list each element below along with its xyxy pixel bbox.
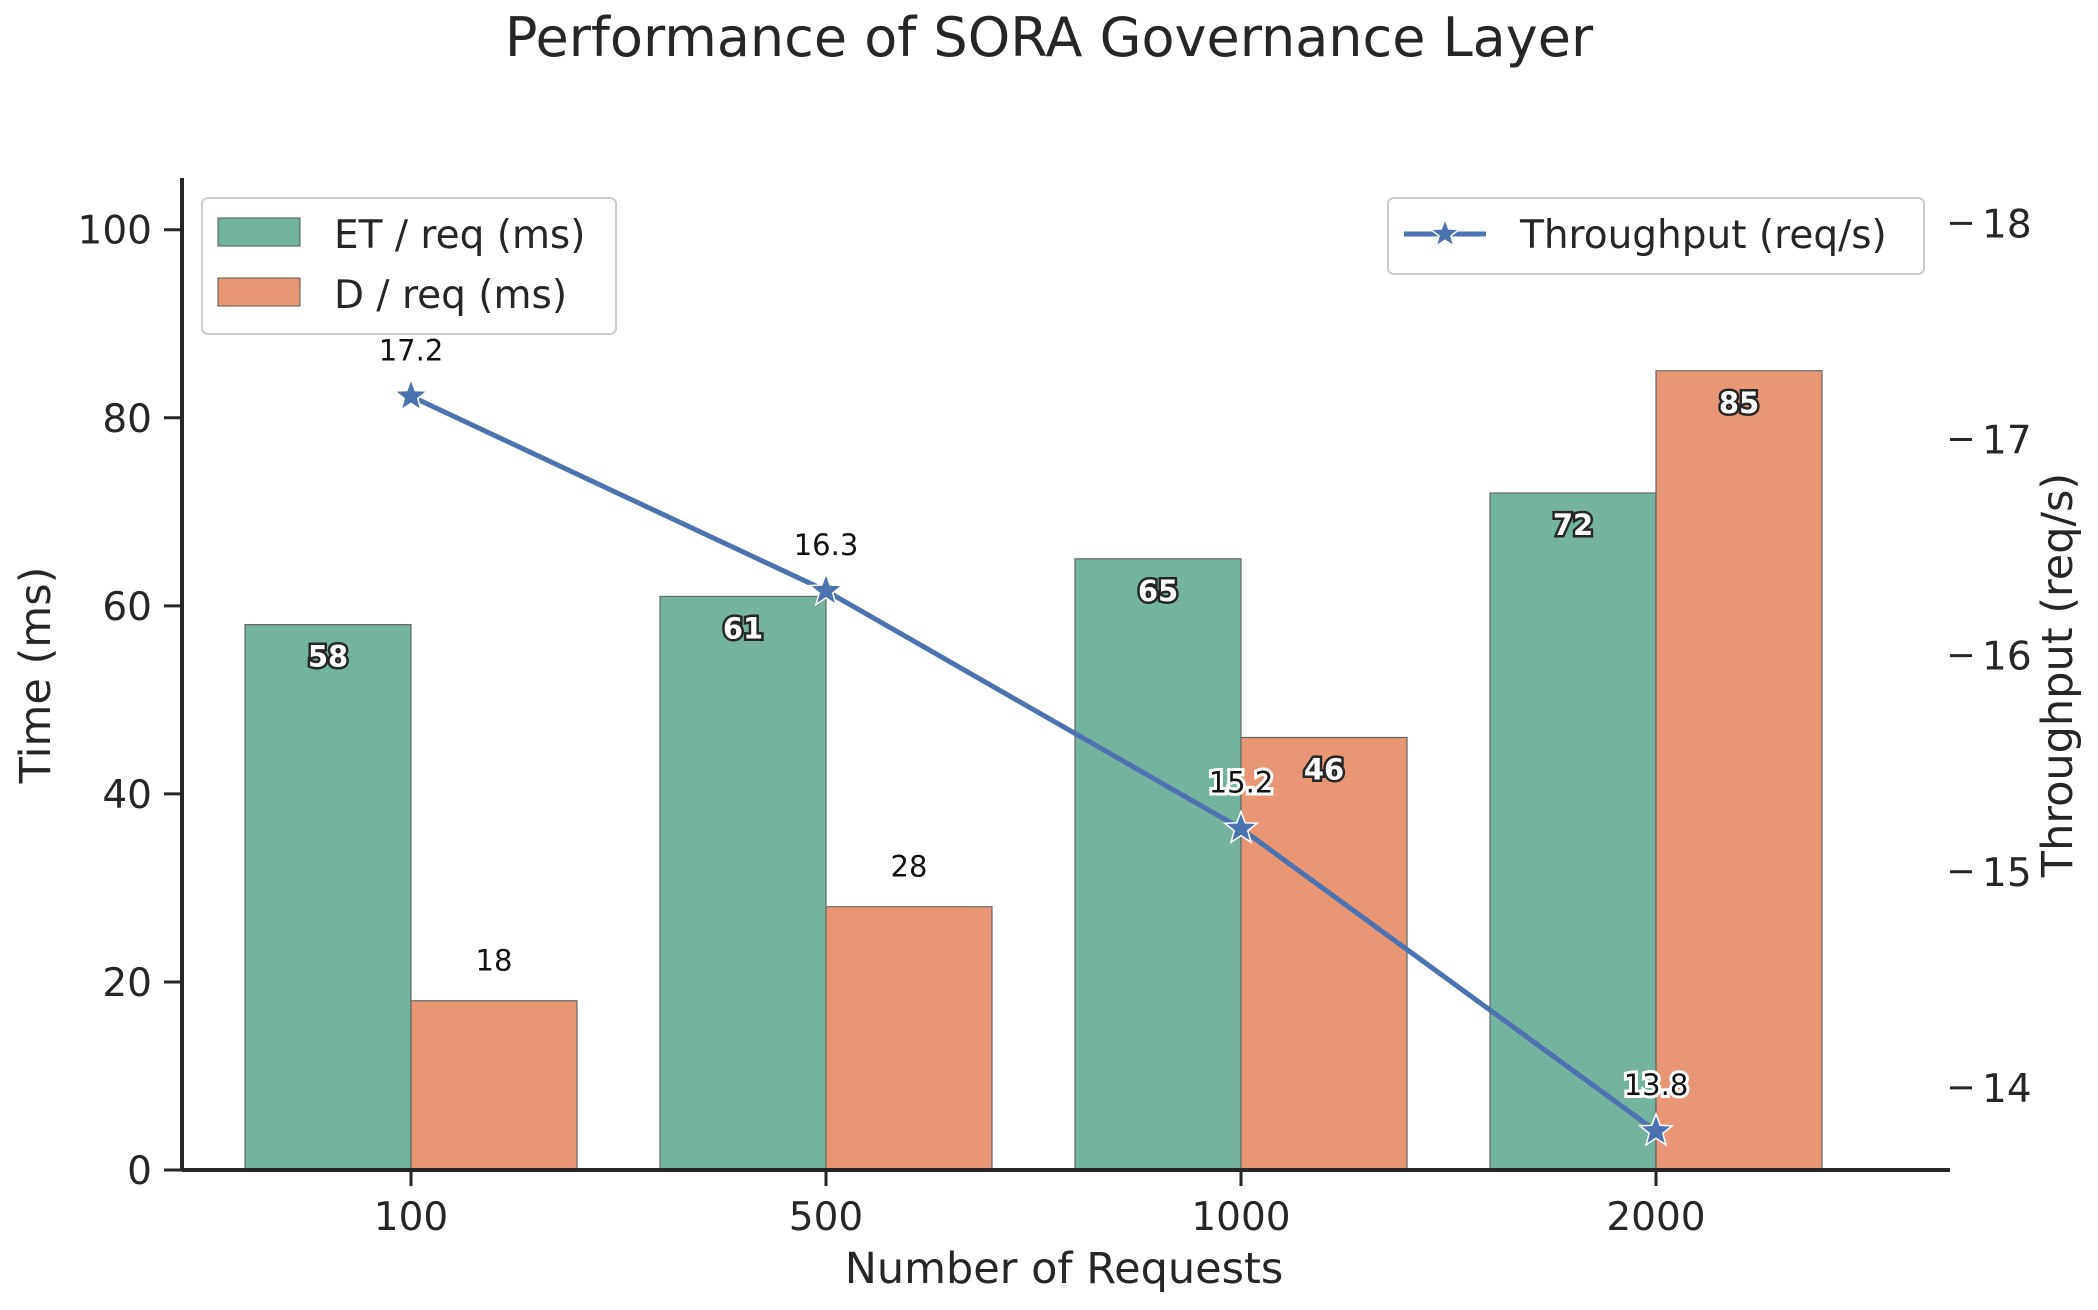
legend-label-d: D / req (ms)	[334, 273, 567, 318]
y2-tick-label-14: 14	[1982, 1067, 2032, 1112]
bar-label-et-500: 61	[723, 611, 763, 645]
bar-d-1000	[1240, 736, 1408, 1171]
bar-label-d-500: 28	[891, 850, 928, 884]
bar-d-500	[825, 906, 993, 1171]
bar-et-100	[244, 624, 412, 1171]
y-tick-label-80: 80	[102, 397, 152, 442]
bar-label-d-1000: 46	[1304, 752, 1344, 786]
throughput-line-layer	[392, 377, 1675, 1147]
bar-label-et-1000: 65	[1138, 574, 1178, 608]
bar-label-et-2000: 72	[1553, 508, 1593, 542]
y-axis-label: Time (ms)	[11, 567, 61, 785]
throughput-point-100	[392, 377, 430, 412]
y2-axis-ticks: 14 15 16 17 18	[1950, 202, 2032, 1112]
throughput-label-100: 17.2	[379, 333, 444, 367]
legend-label-throughput: Throughput (req/s)	[1519, 213, 1887, 258]
legend-star-icon	[1428, 216, 1462, 248]
y-axis-ticks: 0 20 40 60 80 100	[78, 209, 182, 1194]
legend-right-frame	[1387, 197, 1925, 275]
x-axis-label: Number of Requests	[845, 1244, 1284, 1294]
legend-left-frame	[201, 197, 617, 335]
y-tick-label-0: 0	[127, 1149, 152, 1194]
y2-axis-label: Throughput (req/s)	[2033, 473, 2083, 878]
x-tick-label-100: 100	[374, 1195, 448, 1240]
axes: 0 20 40 60 80 100 14 15 16 17 18 100 500 1000 2000	[78, 178, 2032, 1240]
y-tick-label-100: 100	[78, 209, 152, 254]
legend-swatch-d	[217, 277, 301, 307]
legend-swatch-et	[217, 217, 301, 247]
throughput-point-1000	[1222, 809, 1260, 845]
bar-d-100	[410, 1000, 578, 1171]
y-tick-label-60: 60	[102, 585, 152, 630]
throughput-label-1000: 15.2	[1209, 766, 1274, 800]
x-tick-label-500: 500	[789, 1195, 863, 1240]
bar-et-500	[659, 595, 827, 1171]
y-tick-label-40: 40	[102, 773, 152, 818]
bars-layer	[244, 370, 1823, 1171]
bar-et-2000	[1489, 492, 1657, 1171]
x-tick-label-1000: 1000	[1191, 1195, 1290, 1240]
x-tick-label-2000: 2000	[1606, 1195, 1705, 1240]
y2-tick-label-17: 17	[1982, 419, 2032, 464]
throughput-point-2000	[1637, 1111, 1675, 1147]
legend-right: Throughput (req/s)	[1387, 197, 1925, 275]
throughput-label-2000: 13.8	[1624, 1068, 1689, 1102]
y2-tick-label-18: 18	[1982, 202, 2032, 247]
chart-title: Performance of SORA Governance Layer	[505, 6, 1594, 69]
bar-label-d-2000: 85	[1719, 386, 1759, 420]
legend-label-et: ET / req (ms)	[334, 213, 585, 258]
throughput-line	[409, 394, 1658, 1134]
y-tick-label-20: 20	[102, 961, 152, 1006]
bar-et-1000	[1074, 558, 1242, 1171]
value-labels-layer: 58 18 61 28 65 46 72 85 17.2 16.3 15.2 13.8	[305, 330, 1761, 1105]
y2-tick-label-15: 15	[1982, 851, 2032, 896]
bar-d-2000	[1655, 370, 1823, 1171]
x-axis-ticks: 100 500 1000 2000	[374, 1170, 1706, 1240]
throughput-point-500	[807, 571, 845, 607]
legend-left: ET / req (ms) D / req (ms)	[201, 197, 617, 335]
bar-label-et-100: 58	[308, 640, 348, 674]
bar-label-d-100: 18	[476, 944, 513, 978]
y2-tick-label-16: 16	[1982, 635, 2032, 680]
throughput-label-500: 16.3	[794, 528, 859, 562]
